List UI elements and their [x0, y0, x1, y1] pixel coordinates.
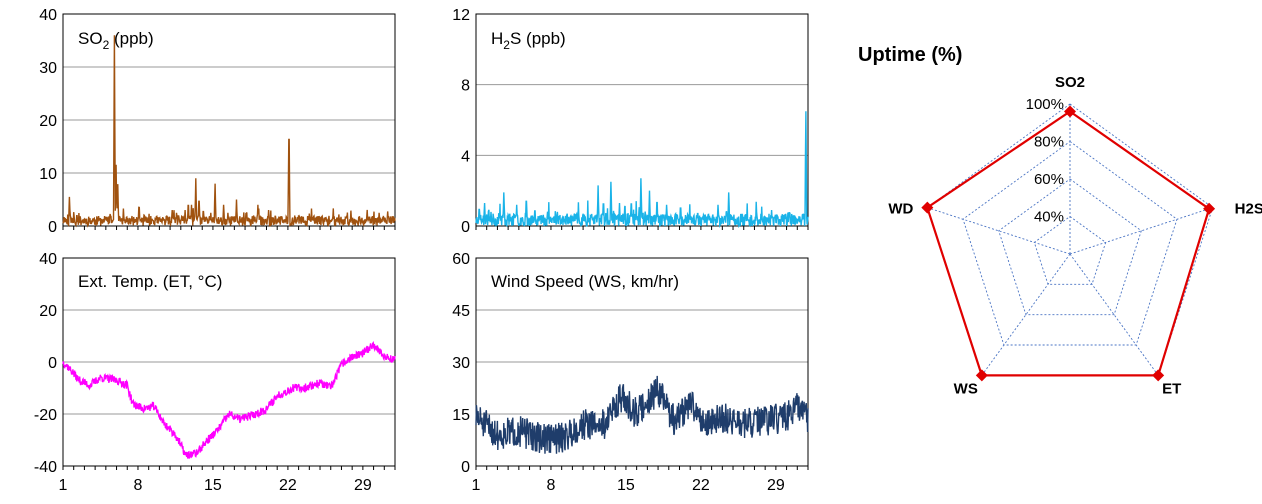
et-x-tick-labels: 1 8 15 22 29: [59, 466, 396, 494]
et-chart-title: Ext. Temp. (ET, °C): [78, 272, 222, 291]
et-y-tick-labels: -40 -20 0 20 40: [34, 251, 57, 476]
radar-ring: [998, 178, 1142, 316]
h2s-y-tick-label: 12: [452, 7, 470, 24]
et-x-tick-label: 22: [279, 477, 297, 494]
radar-marker-et: [1152, 369, 1165, 382]
radar-axis-label-ws: WS: [954, 380, 978, 397]
et-series-line: [62, 341, 396, 459]
h2s-y-tick-labels: 0 4 8 12: [452, 7, 470, 236]
so2-y-tick-labels: 0 10 20 30 40: [39, 7, 57, 236]
ws-x-tick-label: 15: [617, 477, 635, 494]
radar-marker-so2: [1064, 105, 1076, 118]
ws-y-tick-labels: 0 15 30 45 60: [452, 251, 470, 476]
radar-marker-wd: [921, 201, 934, 214]
h2s-chart-title: H2S (ppb): [491, 29, 566, 52]
h2s-series-line: [475, 111, 809, 229]
radar-marker-ws: [975, 369, 988, 382]
ws-series-line: [475, 375, 809, 454]
radar-ring-label: 80%: [1034, 134, 1064, 151]
radar-axis-labels: SO2 H2S ET WS WD: [888, 74, 1262, 397]
radar-ring: [1033, 215, 1107, 285]
ws-y-tick-label: 0: [461, 459, 470, 476]
et-y-tick-label: 0: [48, 355, 57, 372]
ws-y-tick-label: 15: [452, 407, 470, 424]
radar-marker-h2s: [1203, 202, 1216, 215]
et-x-tick-label: 15: [204, 477, 222, 494]
so2-chart: 0 10 20 30 40 SO2 (ppb): [39, 7, 396, 236]
radar-series-polygon: [925, 110, 1211, 377]
ws-x-tick-label: 1: [472, 477, 481, 494]
ws-chart: 0 15 30 45 60 1 8 15 22 29 Wind Speed (WS, km/hr…: [452, 251, 809, 494]
radar-ring-label: 60%: [1034, 171, 1064, 188]
so2-y-tick-label: 0: [48, 219, 57, 236]
h2s-x-tick-marks: [475, 226, 809, 230]
ws-x-tick-label: 8: [547, 477, 556, 494]
so2-y-tick-label: 10: [39, 166, 57, 183]
ws-y-tick-label: 30: [452, 355, 470, 372]
ws-chart-title: Wind Speed (WS, km/hr): [491, 272, 679, 291]
ws-plot-frame: [475, 257, 809, 467]
so2-gridlines: [63, 66, 395, 174]
uptime-radar-chart: Uptime (%) 40% 60% 80% 100% SO2 H2S ET WS WD: [858, 44, 1262, 397]
so2-series-line: [62, 35, 396, 228]
et-y-tick-label: -40: [34, 459, 57, 476]
so2-x-tick-marks: [62, 226, 396, 230]
h2s-plot-frame: [475, 13, 809, 227]
h2s-y-tick-label: 8: [461, 78, 470, 95]
et-x-tick-label: 8: [134, 477, 143, 494]
so2-y-tick-label: 40: [39, 7, 57, 24]
et-chart: -40 -20 0 20 40 1 8 15 22 29 Ext. Temp. (ET, °C): [34, 251, 396, 494]
radar-markers: [921, 105, 1216, 382]
et-y-tick-label: -20: [34, 407, 57, 424]
h2s-y-tick-label: 4: [461, 148, 470, 165]
radar-spoke: [927, 207, 1071, 255]
ws-x-tick-label: 22: [692, 477, 710, 494]
so2-y-tick-label: 30: [39, 60, 57, 77]
radar-spoke: [1069, 207, 1213, 255]
radar-spoke: [981, 253, 1071, 376]
so2-chart-title: SO2 (ppb): [78, 29, 154, 52]
radar-spoke: [1069, 253, 1159, 376]
radar-axis-label-h2s: H2S: [1235, 201, 1262, 218]
h2s-y-tick-label: 0: [461, 219, 470, 236]
ws-x-tick-label: 29: [767, 477, 785, 494]
et-y-tick-label: 40: [39, 251, 57, 268]
radar-ring-label: 100%: [1026, 96, 1064, 113]
ws-x-tick-labels: 1 8 15 22 29: [472, 466, 809, 494]
et-x-tick-label: 29: [354, 477, 372, 494]
so2-y-tick-label: 20: [39, 113, 57, 130]
radar-axis-label-so2: SO2: [1055, 74, 1085, 91]
h2s-chart: 0 4 8 12 H2S (ppb): [452, 7, 809, 236]
h2s-gridlines: [476, 84, 808, 156]
et-y-tick-label: 20: [39, 303, 57, 320]
radar-ring-label: 40%: [1034, 209, 1064, 226]
et-x-tick-label: 1: [59, 477, 68, 494]
radar-axis-label-et: ET: [1162, 380, 1181, 397]
radar-ring-labels: 40% 60% 80% 100%: [1026, 96, 1064, 226]
radar-axis-label-wd: WD: [888, 201, 913, 218]
ws-y-tick-label: 60: [452, 251, 470, 268]
ws-y-tick-label: 45: [452, 303, 470, 320]
radar-chart-title: Uptime (%): [858, 44, 962, 66]
